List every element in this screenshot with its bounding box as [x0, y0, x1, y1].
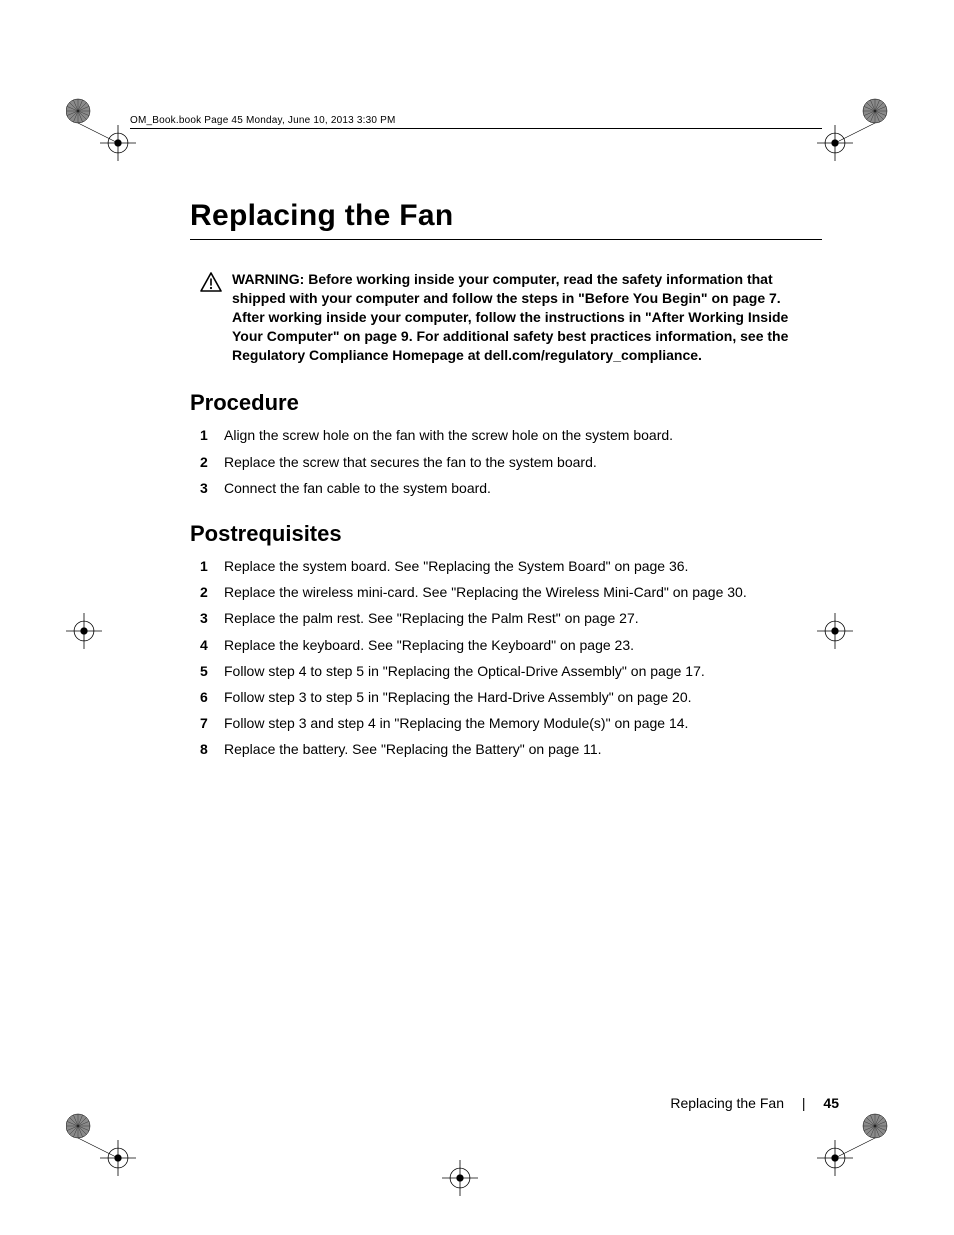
warning-text: WARNING: Before working inside your comp…: [232, 270, 812, 364]
warning-block: WARNING: Before working inside your comp…: [200, 270, 812, 364]
list-item: Follow step 3 to step 5 in "Replacing th…: [200, 688, 822, 706]
page-title: Replacing the Fan: [190, 199, 822, 233]
title-rule: [190, 239, 822, 240]
crop-mark-icon: [442, 1160, 478, 1196]
running-header: OM_Book.book Page 45 Monday, June 10, 20…: [130, 115, 822, 129]
warning-label: WARNING:: [232, 271, 304, 287]
list-item: Replace the palm rest. See "Replacing th…: [200, 609, 822, 627]
crop-mark-icon: [66, 1100, 152, 1190]
list-item: Replace the battery. See "Replacing the …: [200, 740, 822, 758]
page-footer: Replacing the Fan | 45: [670, 1095, 839, 1111]
list-item: Follow step 4 to step 5 in "Replacing th…: [200, 662, 822, 680]
list-item: Connect the fan cable to the system boar…: [200, 479, 822, 497]
footer-separator: |: [802, 1095, 806, 1111]
running-header-text: OM_Book.book Page 45 Monday, June 10, 20…: [130, 115, 396, 126]
list-item: Replace the keyboard. See "Replacing the…: [200, 636, 822, 654]
list-item: Replace the screw that secures the fan t…: [200, 453, 822, 471]
list-item: Replace the system board. See "Replacing…: [200, 557, 822, 575]
footer-chapter: Replacing the Fan: [670, 1095, 784, 1111]
list-item: Align the screw hole on the fan with the…: [200, 426, 822, 444]
page-content: OM_Book.book Page 45 Monday, June 10, 20…: [130, 115, 822, 783]
crop-mark-icon: [66, 613, 102, 649]
warning-body: Before working inside your computer, rea…: [232, 271, 788, 363]
procedure-steps: Align the screw hole on the fan with the…: [200, 426, 822, 497]
warning-icon: [200, 272, 222, 364]
crop-mark-icon: [817, 613, 853, 649]
crop-mark-icon: [817, 1100, 903, 1190]
crop-mark-icon: [817, 85, 903, 175]
postrequisites-heading: Postrequisites: [190, 521, 822, 547]
list-item: Follow step 3 and step 4 in "Replacing t…: [200, 714, 822, 732]
list-item: Replace the wireless mini-card. See "Rep…: [200, 583, 822, 601]
procedure-heading: Procedure: [190, 390, 822, 416]
footer-page-number: 45: [823, 1095, 839, 1111]
postrequisites-steps: Replace the system board. See "Replacing…: [200, 557, 822, 759]
